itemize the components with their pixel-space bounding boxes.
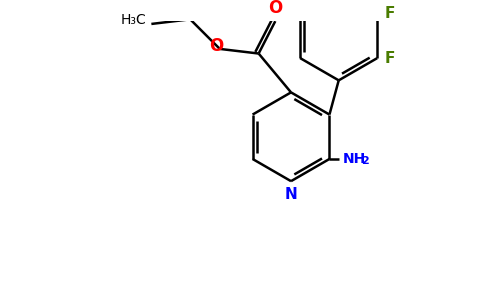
Text: O: O (209, 37, 223, 55)
Text: H₃C: H₃C (121, 13, 147, 27)
Text: O: O (268, 0, 283, 17)
Text: F: F (385, 51, 395, 66)
Text: F: F (385, 6, 395, 21)
Text: 2: 2 (361, 156, 369, 166)
Text: NH: NH (342, 152, 365, 166)
Text: N: N (285, 187, 297, 202)
